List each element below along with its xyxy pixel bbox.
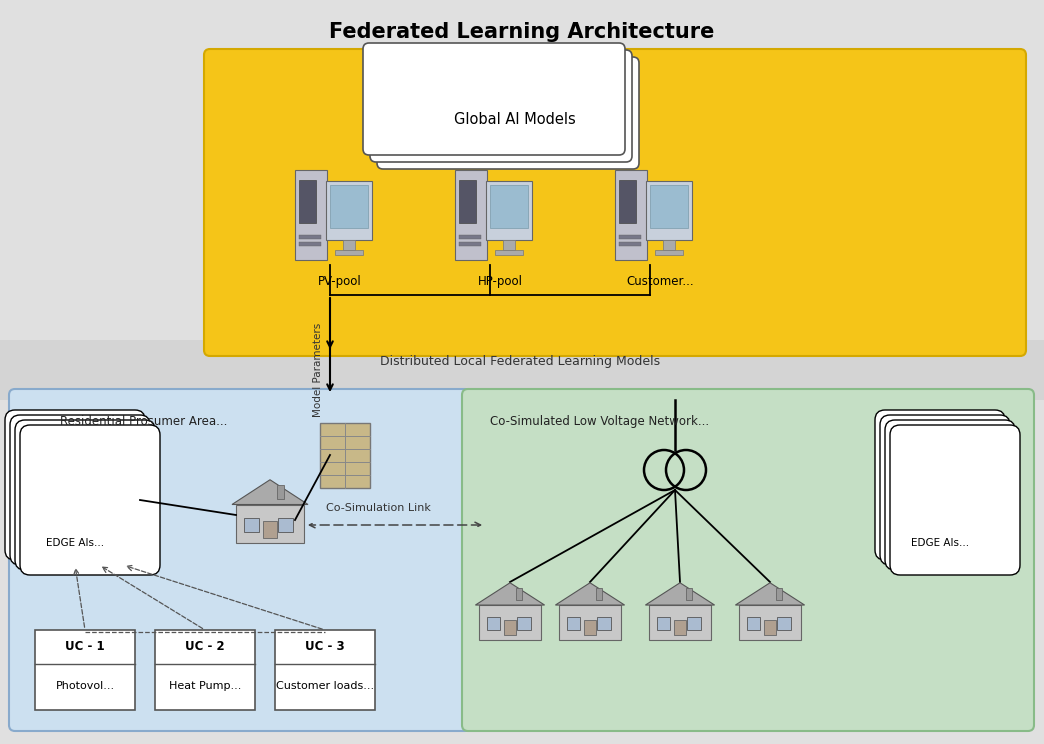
Bar (458, 242, 481, 246)
FancyBboxPatch shape (370, 50, 632, 162)
Bar (294, 170, 327, 260)
Text: Photovol...: Photovol... (55, 681, 115, 691)
Bar (278, 519, 293, 532)
Polygon shape (555, 583, 624, 605)
Text: Customer...: Customer... (626, 275, 694, 288)
FancyBboxPatch shape (363, 43, 625, 155)
Bar (619, 180, 637, 223)
Text: Heat Pump...: Heat Pump... (169, 681, 241, 691)
Text: Model Parameters: Model Parameters (313, 323, 323, 417)
Bar (746, 618, 760, 630)
Polygon shape (232, 480, 308, 504)
FancyBboxPatch shape (377, 57, 639, 169)
Bar (516, 588, 522, 600)
Bar (776, 588, 782, 600)
Bar (35, 630, 135, 710)
FancyBboxPatch shape (204, 49, 1026, 356)
Bar (275, 630, 375, 710)
Bar (321, 423, 370, 487)
Bar (490, 185, 527, 228)
Bar (663, 240, 674, 250)
Bar (504, 620, 516, 635)
Bar (458, 235, 481, 239)
Bar (649, 605, 711, 640)
Bar (299, 242, 322, 246)
Bar (597, 618, 611, 630)
Bar (655, 250, 683, 254)
Polygon shape (475, 583, 545, 605)
FancyBboxPatch shape (889, 425, 1020, 575)
Bar (342, 240, 355, 250)
Bar (739, 605, 801, 640)
Bar (673, 620, 686, 635)
Bar (778, 618, 790, 630)
Bar (686, 588, 692, 600)
FancyBboxPatch shape (9, 389, 471, 731)
Bar (458, 180, 476, 223)
Text: HP-pool: HP-pool (477, 275, 522, 288)
Text: UC - 2: UC - 2 (185, 641, 224, 653)
Bar (503, 240, 515, 250)
Polygon shape (735, 583, 805, 605)
Text: Co-Simulation Link: Co-Simulation Link (326, 503, 430, 513)
Bar (299, 180, 316, 223)
Text: Residential Prosumer Area...: Residential Prosumer Area... (60, 415, 228, 428)
Bar (646, 181, 691, 240)
Bar (335, 250, 363, 254)
Bar (687, 618, 701, 630)
Bar (263, 521, 277, 537)
Text: EDGE Als...: EDGE Als... (46, 538, 104, 548)
Text: Global AI Models: Global AI Models (454, 112, 576, 127)
FancyBboxPatch shape (885, 420, 1015, 570)
Bar (326, 181, 372, 240)
Bar (619, 242, 641, 246)
FancyBboxPatch shape (462, 389, 1034, 731)
Bar (764, 620, 776, 635)
Text: UC - 1: UC - 1 (65, 641, 104, 653)
Bar (487, 181, 531, 240)
Bar (495, 250, 523, 254)
Text: Distributed Local Federated Learning Models: Distributed Local Federated Learning Mod… (380, 356, 660, 368)
Bar (596, 588, 602, 600)
Text: EDGE Als...: EDGE Als... (911, 538, 969, 548)
FancyBboxPatch shape (880, 415, 1010, 565)
Bar (657, 618, 670, 630)
FancyBboxPatch shape (5, 410, 145, 560)
Text: Co-Simulated Low Voltage Network...: Co-Simulated Low Voltage Network... (490, 415, 709, 428)
Bar (455, 170, 487, 260)
FancyBboxPatch shape (10, 415, 150, 565)
Bar (244, 519, 259, 532)
Bar (584, 620, 596, 635)
Text: UC - 3: UC - 3 (305, 641, 345, 653)
Bar (236, 504, 304, 543)
Polygon shape (645, 583, 714, 605)
Text: PV-pool: PV-pool (318, 275, 362, 288)
FancyBboxPatch shape (875, 410, 1005, 560)
FancyBboxPatch shape (15, 420, 155, 570)
Bar (299, 235, 322, 239)
Bar (277, 485, 284, 499)
Bar (479, 605, 541, 640)
Bar (650, 185, 688, 228)
Bar (619, 235, 641, 239)
FancyBboxPatch shape (20, 425, 160, 575)
Bar (560, 605, 620, 640)
Bar (518, 618, 530, 630)
Bar (330, 185, 367, 228)
Bar (155, 630, 255, 710)
Bar (487, 618, 500, 630)
Text: Customer loads...: Customer loads... (276, 681, 374, 691)
Bar (615, 170, 647, 260)
Bar (0, 340, 1044, 400)
Bar (567, 618, 580, 630)
Text: Federated Learning Architecture: Federated Learning Architecture (329, 22, 715, 42)
